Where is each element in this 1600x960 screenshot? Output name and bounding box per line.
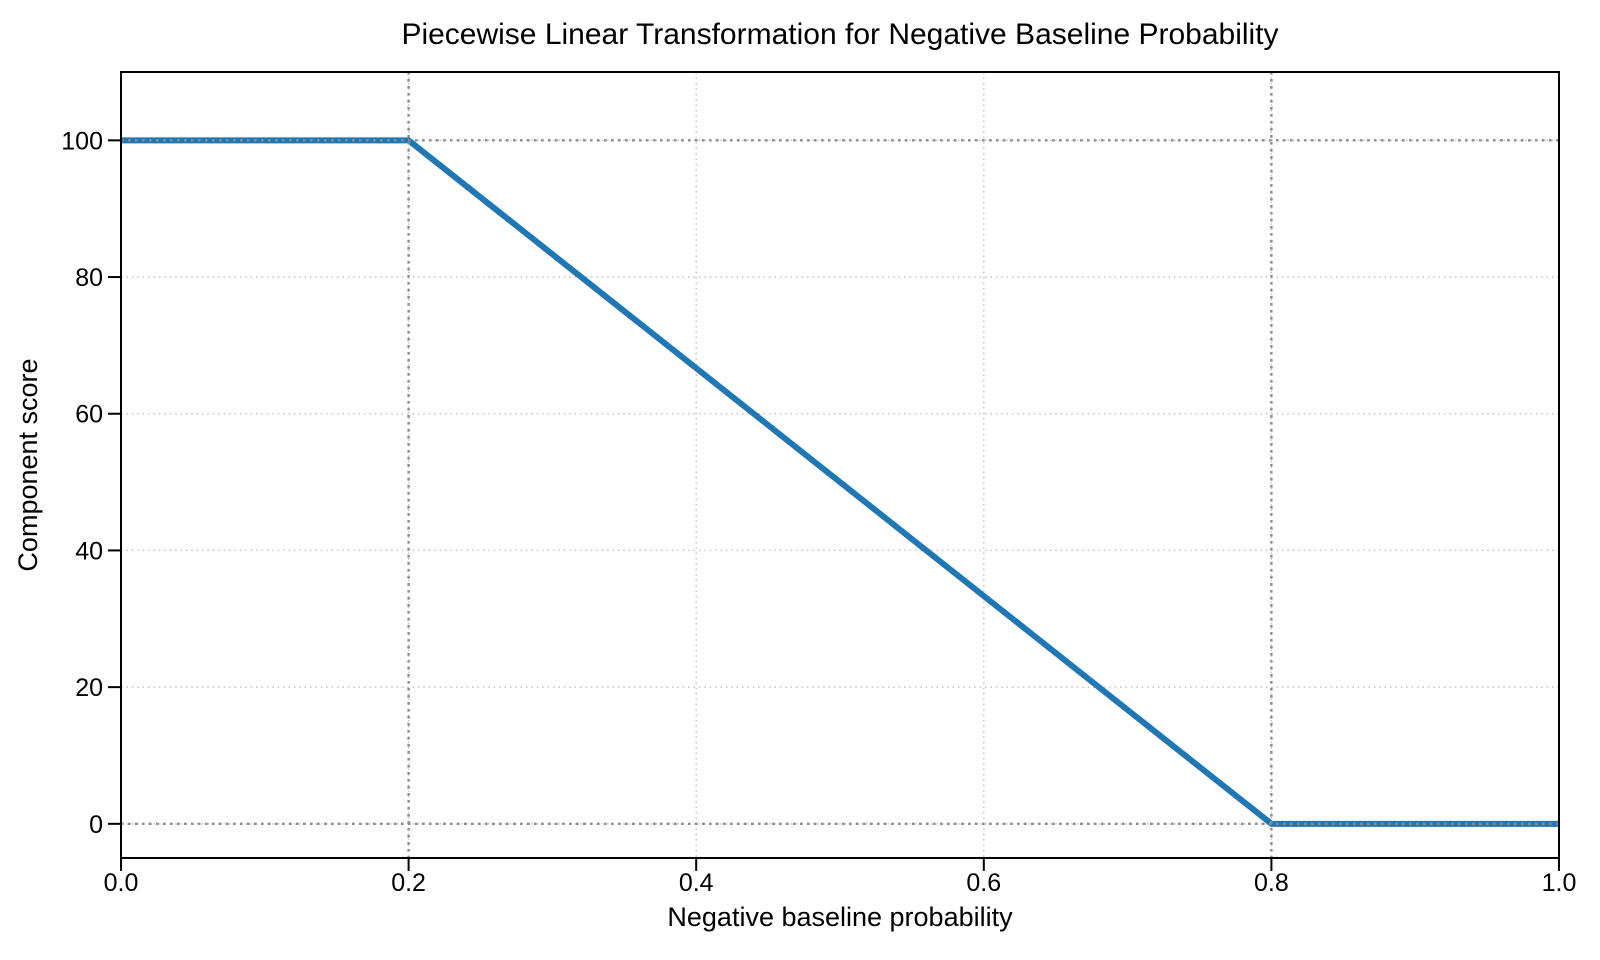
- plot-area: 0.0 0.2 0.4 0.6 0.8 1.0 0 20 40 60 80 100: [61, 71, 1576, 897]
- x-tick-label: 0.6: [966, 869, 1001, 897]
- y-tick-label: 100: [61, 127, 103, 155]
- gridlines: [121, 72, 1559, 858]
- y-tick-label: 60: [75, 401, 103, 429]
- y-tick-label: 40: [75, 537, 103, 565]
- ticks: 0.0 0.2 0.4 0.6 0.8 1.0 0 20 40 60 80 100: [61, 127, 1576, 897]
- y-tick-label: 20: [75, 674, 103, 702]
- y-axis-label: Component score: [13, 358, 43, 571]
- x-axis-label: Negative baseline probability: [667, 902, 1013, 932]
- axis-spines: [120, 71, 1560, 859]
- x-tick-label: 0.4: [679, 869, 714, 897]
- x-tick-label: 0.0: [104, 869, 139, 897]
- x-tick-label: 1.0: [1542, 869, 1577, 897]
- series-line: [121, 137, 1559, 827]
- x-tick-label: 0.2: [391, 869, 426, 897]
- x-tick-label: 0.8: [1254, 869, 1289, 897]
- y-tick-label: 0: [89, 811, 103, 839]
- reference-lines: [121, 72, 1559, 858]
- y-tick-label: 80: [75, 264, 103, 292]
- chart-title: Piecewise Linear Transformation for Nega…: [401, 18, 1278, 51]
